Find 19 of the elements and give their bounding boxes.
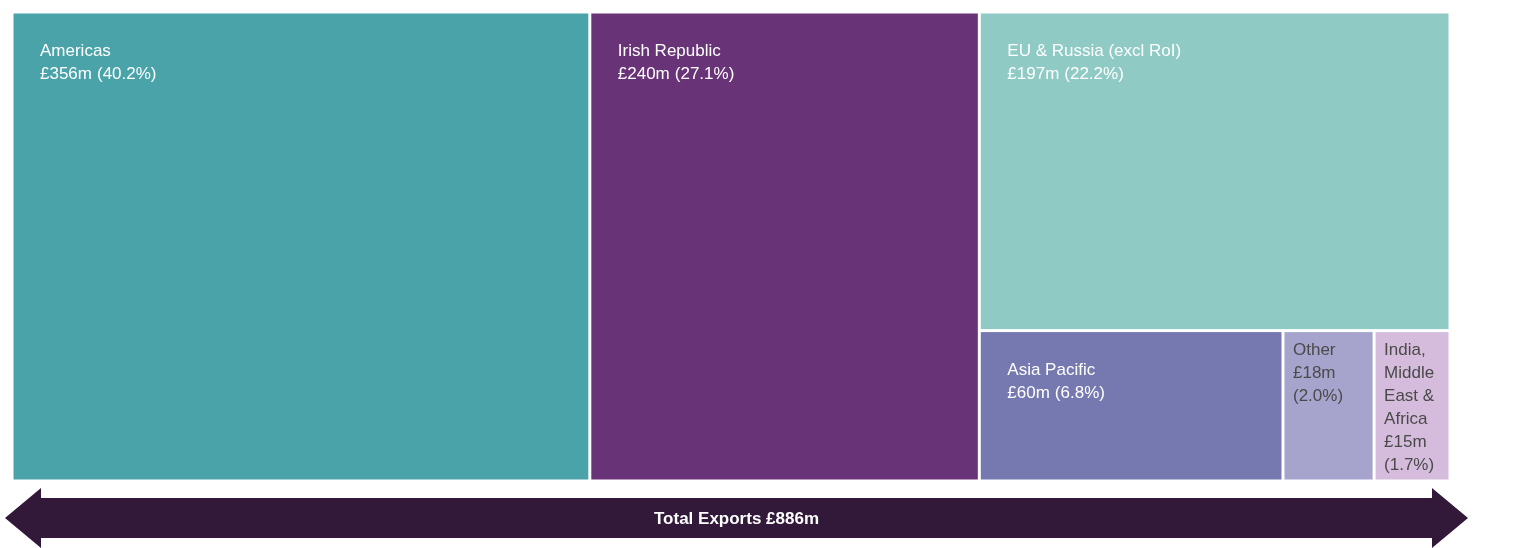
text: Total Exports £886m <box>653 509 820 528</box>
data-label: £60m <box>1007 382 1050 402</box>
category-label: Irish Republic <box>617 41 722 60</box>
category-label: Other <box>1292 339 1336 359</box>
category-label: EU & Russia (excl RoI) <box>1007 41 1182 60</box>
category-label: Americas <box>40 41 111 60</box>
text: (1.7%) <box>1384 454 1435 474</box>
text: (22.2%) <box>1064 64 1124 83</box>
data-label: £240m <box>617 64 670 83</box>
text: (27.1%) <box>674 64 735 83</box>
data-label: £18m <box>1292 362 1336 382</box>
category-label: Asia Pacific <box>1007 359 1096 379</box>
data-label: £197m <box>1007 64 1060 83</box>
data-label: £356m <box>40 64 92 83</box>
category-label: India, Middle East & Africa <box>1384 339 1435 428</box>
text: (6.8%) <box>1054 382 1105 402</box>
data-label: £15m <box>1384 431 1427 451</box>
text: (2.0%) <box>1292 385 1344 405</box>
text: (40.2%) <box>96 64 157 83</box>
